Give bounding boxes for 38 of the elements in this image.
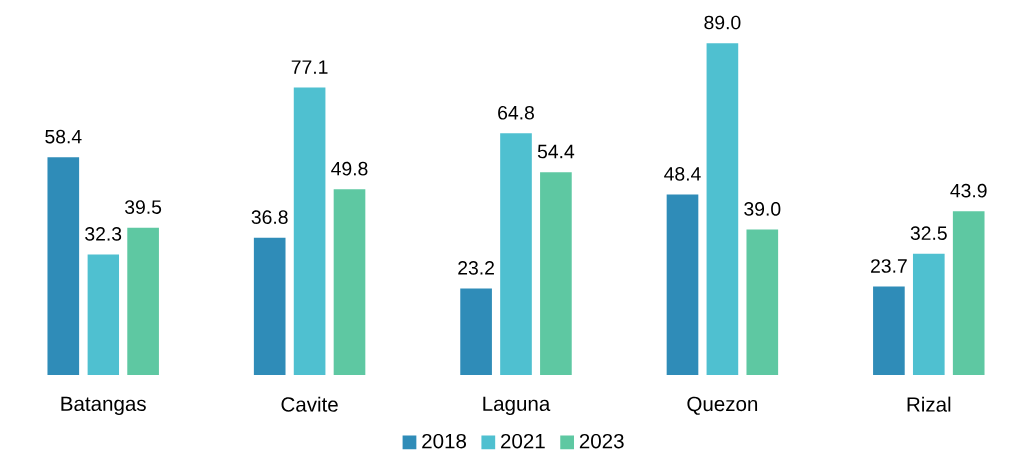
data-label: 36.8 [251, 210, 288, 224]
data-label: 64.8 [498, 105, 534, 120]
bar [127, 227, 159, 375]
data-label: 54.4 [537, 144, 575, 159]
bar [460, 288, 492, 375]
x-tick-label: Cavite [281, 396, 338, 412]
data-label: 39.0 [744, 202, 781, 216]
bar [912, 253, 945, 375]
legend-label: 2023 [579, 433, 624, 449]
legend-label: 2021 [501, 433, 545, 449]
bar [333, 189, 366, 375]
data-label: 23.2 [458, 261, 494, 275]
bar [293, 87, 326, 375]
data-label: 77.1 [291, 60, 328, 74]
data-label: 43.9 [950, 183, 987, 198]
bar [47, 157, 80, 375]
x-tick-label: Rizal [907, 396, 951, 412]
bar [500, 133, 532, 375]
bar [746, 229, 779, 375]
bar [253, 237, 286, 375]
data-label: 58.4 [45, 129, 82, 144]
bar [87, 254, 120, 375]
x-tick-label: Quezon [687, 396, 758, 415]
legend-label: 2018 [422, 433, 467, 449]
data-label: 48.4 [664, 167, 701, 181]
bar [873, 286, 905, 375]
bar [952, 211, 985, 375]
data-label: 23.7 [871, 259, 907, 273]
bar [540, 172, 572, 375]
data-label: 89.0 [704, 15, 741, 30]
bar [706, 43, 739, 375]
data-label: 32.5 [910, 226, 947, 241]
data-label: 32.3 [85, 227, 122, 241]
x-tick-label: Laguna [483, 396, 551, 416]
bar [666, 194, 699, 375]
data-label: 39.5 [125, 200, 162, 214]
x-tick-label: Batangas [61, 396, 146, 416]
data-label: 49.8 [331, 161, 368, 176]
